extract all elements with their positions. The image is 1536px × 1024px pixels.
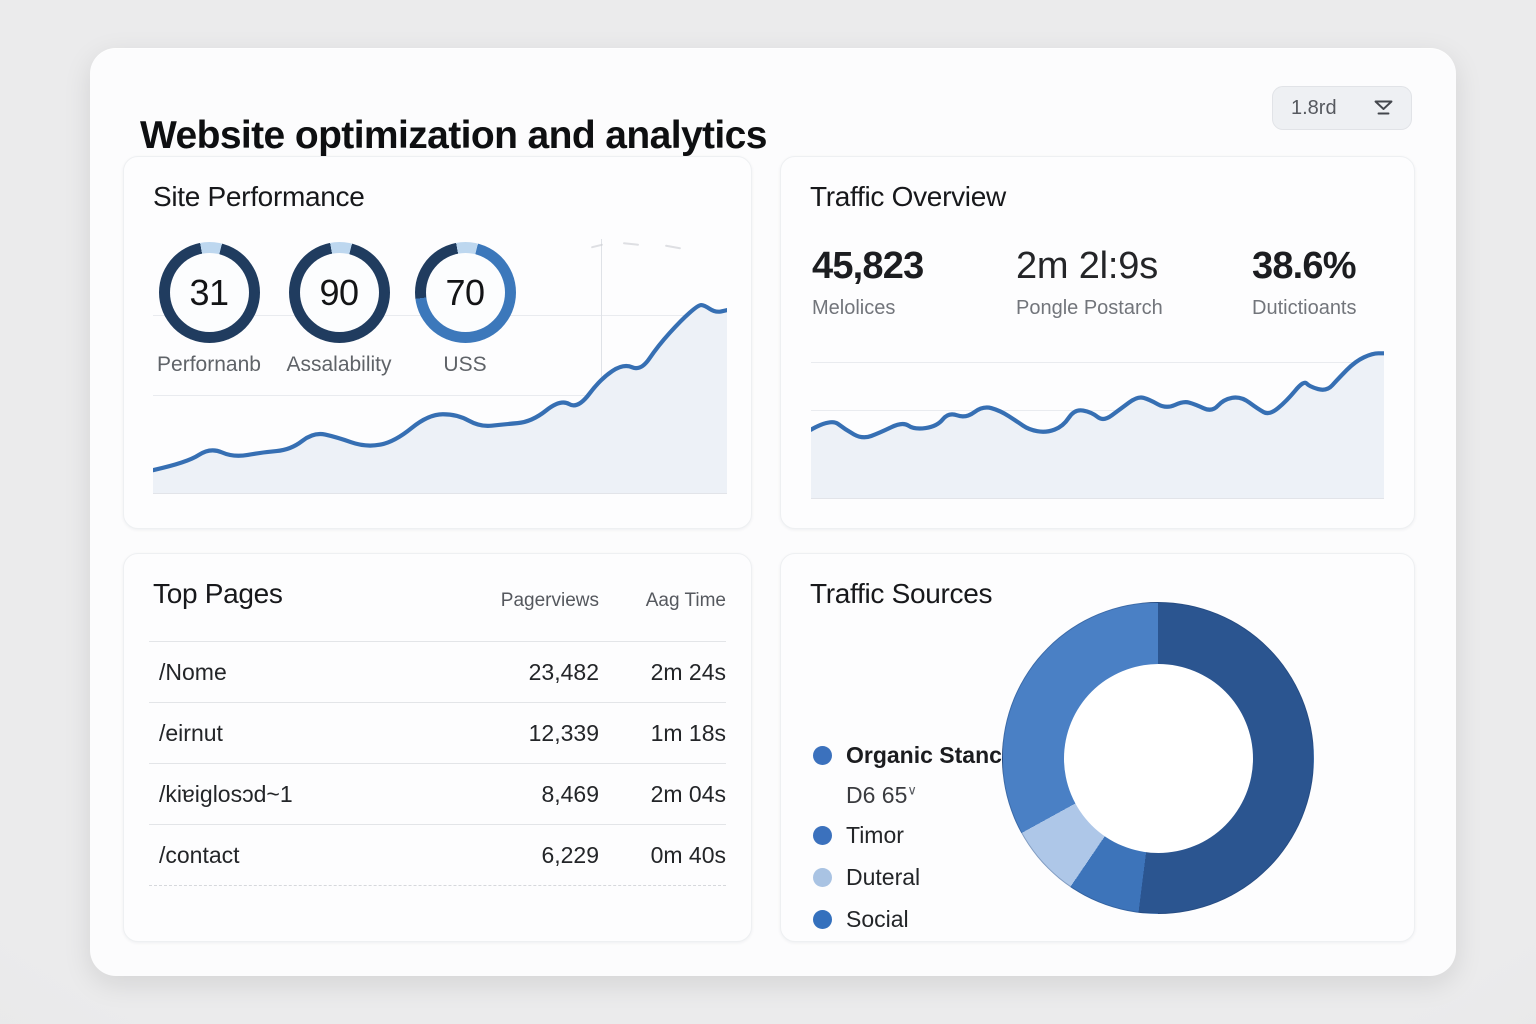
- trend-line: [811, 353, 1384, 437]
- gauge-accessibility: 90 Assalability: [274, 242, 404, 377]
- gauge-value: 70: [445, 271, 485, 313]
- gauge-label: USS: [443, 353, 487, 376]
- pageviews-value: 23,482: [528, 658, 599, 685]
- stat-visits: 45,823 Melolices: [812, 245, 1016, 320]
- legend-dot: [813, 746, 832, 765]
- stat-label: Pongle Postarch: [1016, 297, 1163, 319]
- page-path: /Nome: [159, 658, 227, 685]
- stat-rate: 38.6% Dutictioants: [1252, 245, 1357, 320]
- page-path: /kiɐiglosɔd~1: [159, 780, 293, 807]
- donut-legend: Organic Stanch D6 65∨ Timor Duteral Soci…: [813, 742, 1016, 948]
- traffic-stats-row: 45,823 Melolices 2m 2l:9s Pongle Postarc…: [812, 245, 1357, 320]
- gridline: [811, 362, 1384, 363]
- traffic-overview-title: Traffic Overview: [810, 181, 1006, 212]
- pageviews-value: 8,469: [541, 780, 599, 807]
- filter-button-label: 1.8rd: [1291, 96, 1337, 119]
- traffic-sources-card: Traffic Sources Organic Stanch D6 65∨ Ti…: [780, 553, 1415, 942]
- table-body: /Nome 23,482 2m 24s /eirnut 12,339 1m 18…: [149, 641, 726, 886]
- top-pages-title: Top Pages: [153, 578, 283, 609]
- donut-hole: [1063, 663, 1253, 853]
- stat-label: Melolices: [812, 297, 896, 319]
- stat-duration: 2m 2l:9s Pongle Postarch: [1016, 245, 1252, 320]
- table-row: /Nome 23,482 2m 24s: [149, 641, 726, 703]
- avg-time-value: 2m 24s: [650, 658, 726, 685]
- top-pages-card: Top Pages Pagerviews Aag Time /Nome 23,4…: [123, 553, 752, 942]
- pageviews-value: 6,229: [541, 841, 599, 868]
- legend-label: Timor: [846, 822, 904, 848]
- page-path: /contact: [159, 841, 240, 868]
- table-row: /eirnut 12,339 1m 18s: [149, 703, 726, 764]
- traffic-overview-trend-svg: [811, 339, 1384, 498]
- gridline: [811, 410, 1384, 411]
- page-title: Website optimization and analytics: [140, 114, 767, 157]
- site-performance-trend-svg: [153, 239, 727, 493]
- tiny-chevron-glyph: ∨: [907, 782, 917, 798]
- gauge-performance: 31 Perfornanb: [144, 242, 274, 377]
- avg-time-value: 2m 04s: [650, 780, 726, 807]
- page-path: /eirnut: [159, 719, 223, 746]
- gauge-ring: 90: [288, 242, 390, 343]
- legend-dot: [813, 868, 832, 887]
- site-performance-title: Site Performance: [153, 181, 365, 212]
- funnel-icon: [1374, 100, 1393, 115]
- trend-line: [153, 305, 727, 470]
- gridline: [153, 395, 727, 396]
- legend-dot: [813, 910, 832, 929]
- stat-value: 45,823: [812, 245, 924, 287]
- legend-item-social: Social: [813, 906, 1016, 933]
- table-row: /kiɐiglosɔd~1 8,469 2m 04s: [149, 764, 726, 825]
- legend-item-timor: Timor: [813, 822, 1016, 849]
- legend-label: Social: [846, 906, 909, 932]
- gauge-label: Perfornanb: [157, 353, 261, 376]
- legend-label: Duteral: [846, 864, 921, 890]
- stat-value: 2m 2l:9s: [1016, 245, 1159, 287]
- gauge-value: 31: [189, 271, 229, 313]
- traffic-overview-card: Traffic Overview 45,823 Melolices 2m 2l:…: [780, 156, 1415, 529]
- gauge-ring: 31: [158, 242, 260, 343]
- pageviews-value: 12,339: [528, 719, 599, 746]
- traffic-overview-chart-area: [811, 339, 1384, 499]
- legend-dot: [813, 826, 832, 845]
- legend-sublabel: D6 65∨: [846, 782, 917, 808]
- legend-item-duteral: Duteral: [813, 864, 1016, 891]
- gauge-uss: 70 USS: [400, 242, 530, 377]
- avg-time-value: 0m 40s: [650, 841, 726, 868]
- legend-item-organic: Organic Stanch: [813, 742, 1016, 769]
- gauge-ring: 70: [414, 242, 516, 343]
- stat-label: Dutictioants: [1252, 297, 1357, 319]
- legend-label: Organic Stanch: [846, 742, 1016, 768]
- gauge-value: 90: [319, 271, 359, 313]
- area-fill: [811, 353, 1384, 498]
- table-row: /contact 6,229 0m 40s: [149, 825, 726, 886]
- avg-time-value: 1m 18s: [650, 719, 726, 746]
- gauge-label: Assalability: [286, 353, 392, 376]
- filter-button[interactable]: 1.8rd: [1272, 86, 1412, 130]
- site-performance-card: Site Performance 31 Perfornanb 90 As: [123, 156, 752, 529]
- traffic-sources-title: Traffic Sources: [810, 578, 993, 609]
- gridline: [601, 239, 602, 493]
- dashboard-panel: Website optimization and analytics 1.8rd…: [90, 48, 1456, 976]
- column-header-pageviews: Pagerviews: [500, 590, 599, 611]
- column-header-avg-time: Aag Time: [645, 590, 726, 611]
- stat-value: 38.6%: [1252, 245, 1357, 287]
- table-header: Pagerviews Aag Time: [149, 590, 726, 612]
- traffic-sources-donut: [1002, 602, 1314, 914]
